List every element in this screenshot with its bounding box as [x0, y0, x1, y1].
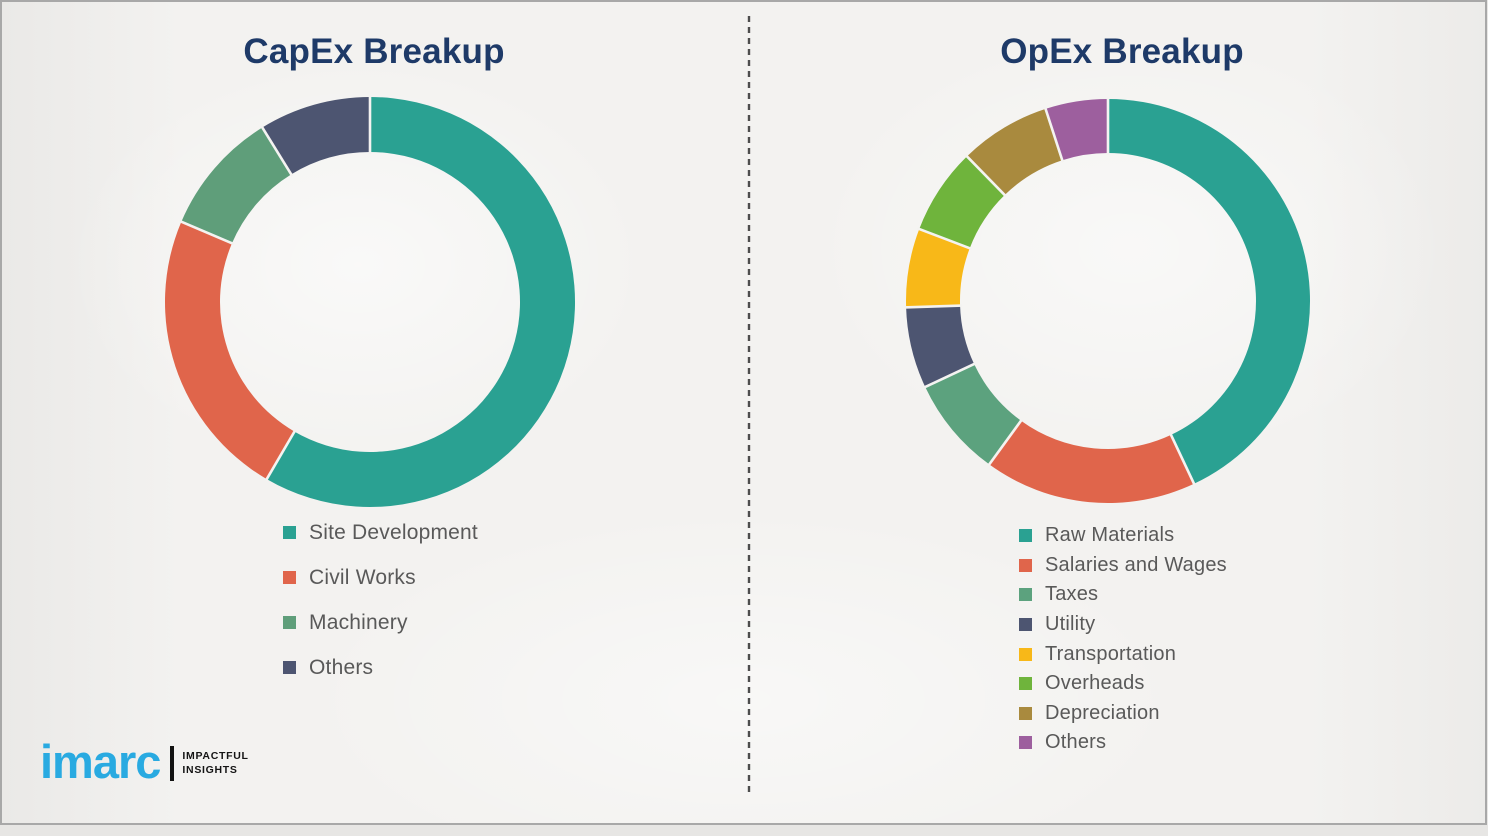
segment-gap [964, 154, 1008, 198]
segment-gap [1168, 432, 1197, 487]
segment-gap [916, 227, 973, 251]
legend-item-transportation: Transportation [1019, 639, 1227, 669]
legend-swatch-transportation [1019, 647, 1032, 661]
capex-chart-title: CapEx Breakup [243, 32, 505, 71]
legend-item-others: Others [283, 645, 478, 690]
donut-segment-taxes [925, 364, 1022, 465]
legend-swatch-raw-materials [1019, 529, 1032, 543]
donut-segment-raw-materials [1108, 99, 1311, 484]
legend-label-others: Others [309, 655, 374, 679]
donut-segment-others [262, 97, 370, 175]
imarc-logo-divider-bar [170, 746, 175, 781]
donut-segment-depreciation [966, 108, 1063, 196]
legend-item-utility: Utility [1019, 610, 1227, 640]
legend-item-site-development: Site Development [283, 510, 478, 555]
legend-item-others: Others [1019, 728, 1227, 758]
capex-donut-chart [165, 95, 576, 507]
legend-label-taxes: Taxes [1045, 583, 1099, 606]
legend-swatch-depreciation [1019, 706, 1032, 720]
legend-label-machinery: Machinery [309, 610, 408, 634]
opex-legend: Raw Materials Salaries and Wages Taxes Util… [1019, 521, 1227, 758]
opex-chart-title: OpEx Breakup [1000, 32, 1244, 71]
segment-gap [922, 361, 977, 390]
imarc-tagline-line1: IMPACTFUL [182, 750, 249, 763]
legend-item-civil-works: Civil Works [283, 555, 478, 600]
donut-segment-site-development [266, 97, 576, 507]
legend-label-salaries-and-wages: Salaries and Wages [1045, 553, 1227, 576]
legend-label-raw-materials: Raw Materials [1045, 524, 1175, 547]
segment-gap [987, 418, 1024, 467]
legend-label-transportation: Transportation [1045, 642, 1177, 665]
segment-gap [264, 429, 297, 482]
legend-swatch-taxes [1019, 588, 1032, 602]
legend-label-utility: Utility [1045, 613, 1096, 636]
legend-item-taxes: Taxes [1019, 580, 1227, 610]
legend-swatch-civil-works [283, 571, 296, 584]
segment-gap [1043, 106, 1065, 163]
imarc-tagline-line2: INSIGHTS [182, 763, 238, 776]
legend-swatch-machinery [283, 616, 296, 629]
legend-label-depreciation: Depreciation [1045, 701, 1160, 724]
donut-segment-others [1045, 99, 1108, 161]
legend-item-salaries-and-wages: Salaries and Wages [1019, 551, 1227, 581]
legend-item-overheads: Overheads [1019, 669, 1227, 699]
segment-gap [260, 125, 294, 177]
legend-label-site-development: Site Development [309, 520, 478, 544]
donut-segment-overheads [919, 156, 1005, 249]
imarc-logo-wordmark: imarc [40, 735, 161, 788]
legend-label-civil-works: Civil Works [309, 565, 416, 589]
legend-item-depreciation: Depreciation [1019, 699, 1227, 729]
legend-swatch-site-development [283, 526, 296, 539]
legend-swatch-others [283, 661, 296, 674]
legend-item-machinery: Machinery [283, 600, 478, 645]
donut-segment-civil-works [165, 221, 295, 480]
legend-swatch-salaries-and-wages [1019, 558, 1032, 572]
imarc-logo-tagline: IMPACTFUL INSIGHTS [182, 750, 248, 776]
legend-label-overheads: Overheads [1045, 672, 1145, 695]
donut-segment-salaries-and-wages [989, 420, 1195, 504]
donut-segment-machinery [181, 127, 292, 244]
capex-legend: Site Development Civil Works Machinery Othe… [283, 510, 478, 690]
imarc-logo: imarc IMPACTFUL INSIGHTS [40, 735, 249, 788]
segment-gap [179, 219, 235, 246]
legend-swatch-others [1019, 736, 1032, 750]
dashed-divider [747, 16, 751, 794]
opex-donut-chart [904, 97, 1311, 504]
legend-swatch-utility [1019, 618, 1032, 632]
legend-swatch-overheads [1019, 677, 1032, 691]
donut-segment-transportation [906, 229, 970, 308]
donut-segment-utility [906, 305, 975, 388]
legend-label-others: Others [1045, 731, 1107, 754]
legend-item-raw-materials: Raw Materials [1019, 521, 1227, 551]
segment-gap [904, 304, 963, 309]
